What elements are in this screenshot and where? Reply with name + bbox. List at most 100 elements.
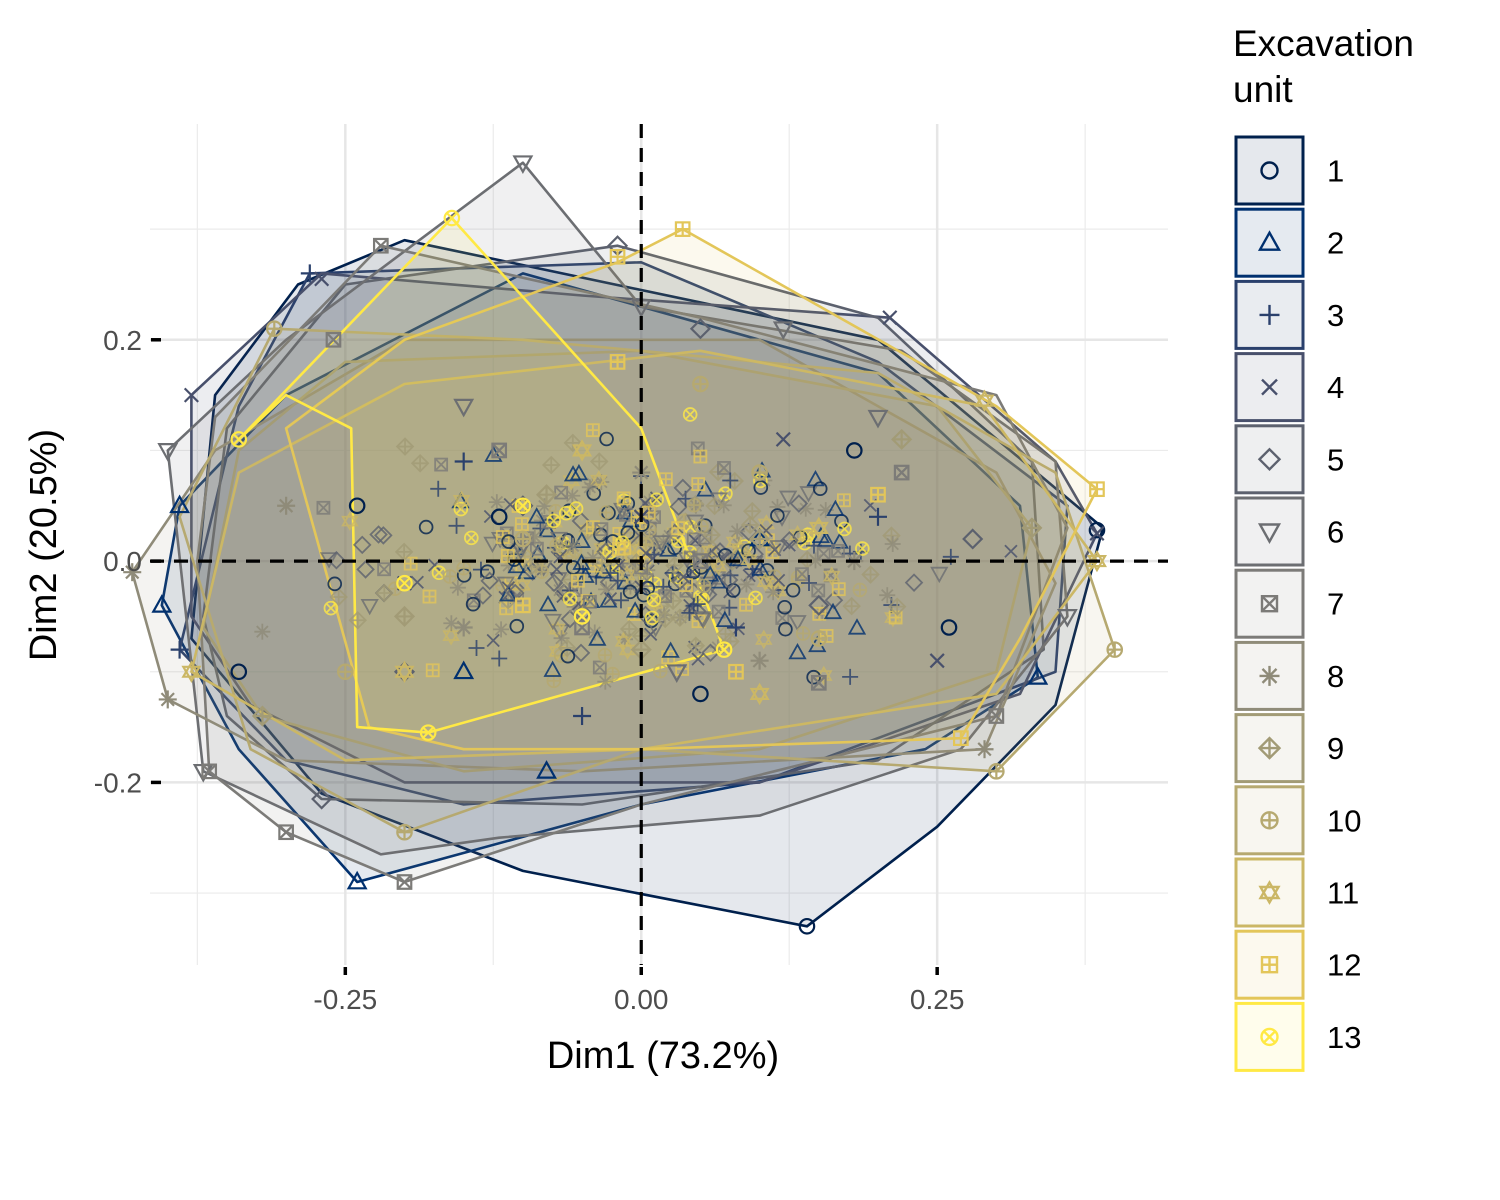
point-unit-2	[453, 660, 475, 680]
cloud-point-unit-9	[670, 608, 690, 627]
cloud-point-unit-6	[549, 572, 568, 589]
cloud-point-unit-9	[522, 557, 541, 576]
cloud-point-unit-2	[751, 559, 770, 576]
point-unit-10	[988, 763, 1005, 780]
cloud-point-unit-9	[705, 496, 724, 516]
cloud-point-unit-12	[403, 556, 418, 571]
cloud-point-unit-11	[709, 556, 728, 576]
cloud-point-unit-5	[673, 478, 693, 498]
legend-item-unit-2: 2	[1234, 207, 1344, 278]
cloud-point-unit-2	[830, 532, 849, 549]
cloud-point-unit-2	[507, 556, 526, 574]
cloud-point-unit-12	[425, 663, 440, 678]
cloud-point-unit-6	[360, 598, 379, 616]
cloud-point-unit-10	[686, 497, 702, 513]
cloud-point-unit-9	[375, 583, 394, 603]
point-unit-2	[346, 870, 368, 890]
cloud-point-unit-13	[562, 591, 578, 607]
legend-label: 11	[1327, 876, 1359, 911]
axes: -0.25 0.00 0.25 -0.2 0.0 0.2	[94, 325, 965, 1015]
cloud-point-unit-2	[826, 499, 845, 517]
cloud-point-unit-3	[722, 472, 739, 489]
point-unit-4	[1089, 525, 1105, 541]
legend-label: 2	[1327, 226, 1344, 261]
point-unit-12	[728, 663, 744, 680]
legend-label: 9	[1327, 731, 1344, 766]
legend-marker	[1261, 378, 1278, 396]
cloud-point-unit-9	[702, 525, 721, 545]
point-unit-8	[454, 618, 473, 637]
cloud-point-unit-1	[560, 648, 576, 664]
cloud-point-unit-13	[855, 541, 870, 556]
cloud-point-unit-1	[806, 669, 821, 685]
point-unit-3	[170, 640, 189, 659]
cloud-point-unit-7	[717, 461, 731, 475]
cloud-point-unit-11	[822, 566, 841, 586]
cloud-point-unit-5	[701, 643, 720, 662]
point-unit-7	[810, 674, 827, 691]
cloud-point-unit-2	[847, 618, 867, 635]
point-unit-7	[988, 708, 1005, 724]
point-unit-4	[183, 387, 199, 403]
cloud-point-unit-5	[670, 571, 690, 591]
cloud-point-unit-9	[348, 611, 368, 630]
cloud-point-unit-12	[612, 541, 626, 556]
point-unit-4	[929, 653, 945, 669]
x-tick-label: 0.25	[910, 984, 965, 1015]
cloud-point-unit-4	[603, 591, 618, 606]
cloud-point-unit-5	[824, 590, 844, 610]
cloud-point-unit-7	[594, 522, 609, 537]
cloud-point-unit-2	[484, 445, 503, 462]
point-unit-7	[325, 331, 342, 348]
cloud-point-unit-6	[788, 615, 807, 632]
legend-marker	[1257, 523, 1282, 544]
cloud-point-unit-10	[694, 519, 709, 534]
legend-label: 8	[1327, 659, 1344, 694]
point-unit-7	[396, 874, 413, 890]
legend-item-unit-4: 4	[1234, 352, 1344, 423]
cloud-point-unit-2	[563, 465, 583, 482]
point-unit-10	[514, 530, 532, 548]
point-unit-10	[337, 663, 354, 681]
cloud-point-unit-13	[558, 505, 574, 521]
point-unit-13	[443, 209, 461, 227]
cloud-point-unit-11	[614, 631, 633, 652]
y-tick-label: 0.2	[103, 325, 142, 356]
point-unit-8	[277, 496, 296, 515]
cloud-point-unit-1	[770, 508, 785, 523]
cloud-point-unit-2	[696, 480, 715, 497]
cloud-point-unit-3	[842, 668, 859, 685]
plot-area	[123, 124, 1168, 965]
point-unit-12	[674, 221, 691, 237]
point-unit-2	[536, 760, 557, 779]
cloud-point-unit-3	[612, 592, 629, 609]
cloud-point-unit-4	[410, 575, 424, 589]
cloud-point-unit-12	[658, 472, 673, 487]
cloud-point-unit-12	[691, 477, 706, 492]
cloud-point-unit-1	[509, 618, 525, 634]
cloud-point-unit-2	[538, 594, 558, 612]
cloud-point-unit-5	[473, 586, 493, 605]
cloud-point-unit-4	[644, 627, 658, 641]
cloud-point-unit-4	[691, 652, 705, 666]
cloud-point-unit-13	[464, 530, 479, 546]
legend-key-box	[1234, 207, 1305, 278]
cloud-point-unit-3	[609, 572, 626, 589]
cloud-point-unit-12	[616, 491, 631, 506]
cloud-point-unit-8	[884, 536, 901, 553]
cloud-point-unit-7	[530, 541, 544, 556]
legend-label: 12	[1327, 948, 1361, 983]
cloud-point-unit-5	[789, 494, 809, 513]
cloud-point-unit-8	[488, 494, 505, 511]
cloud-point-unit-8	[526, 528, 543, 545]
y-tick-label: -0.2	[94, 767, 142, 798]
legend-item-unit-7: 7	[1234, 568, 1344, 639]
legend-marker	[1259, 304, 1280, 325]
cloud-point-unit-8	[738, 576, 755, 593]
cloud-point-unit-13	[649, 492, 664, 508]
legend-marker	[1258, 880, 1281, 905]
point-unit-10	[692, 375, 709, 393]
point-unit-11	[181, 660, 202, 683]
cloud-point-unit-6	[779, 490, 798, 508]
legend-key-box	[1234, 424, 1305, 495]
